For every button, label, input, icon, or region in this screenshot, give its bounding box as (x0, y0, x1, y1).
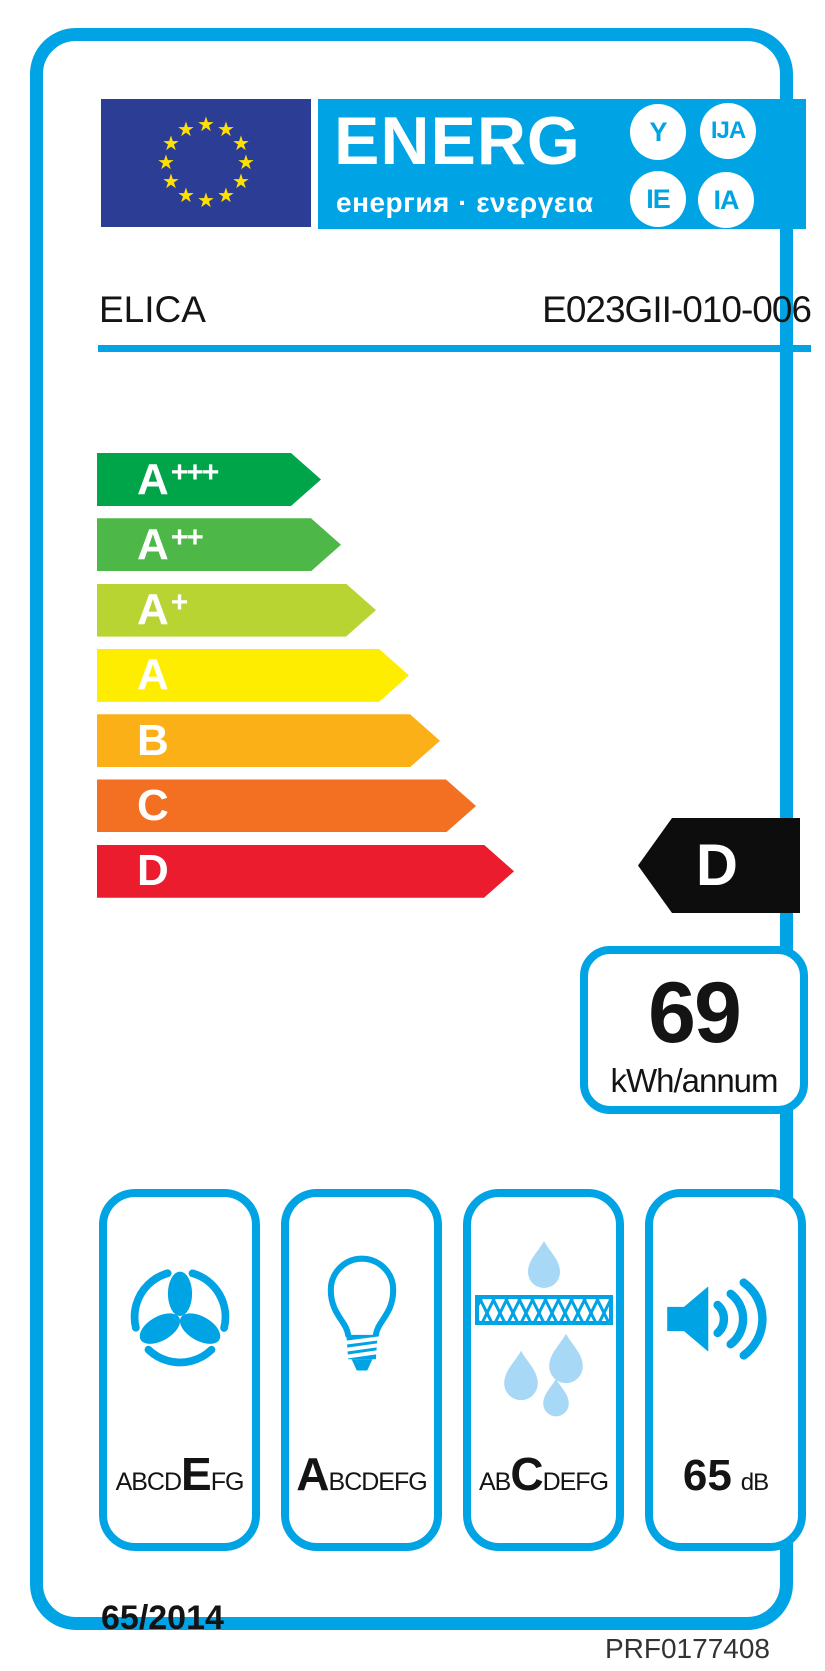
scale-arrow-a: A (97, 649, 409, 702)
suffix-bubble-ija: IJA (700, 103, 756, 159)
grade-current: E (181, 1448, 212, 1500)
fluid-grade-letters: ABCD E FG (107, 1447, 252, 1501)
lighting-efficiency-box: A BCDEFG (281, 1189, 442, 1551)
grade-current: A (296, 1448, 329, 1500)
annual-energy-box: 69 kWh/annum (580, 946, 808, 1114)
scale-letter: A (137, 519, 169, 569)
noise-level-box: 65 dB (645, 1189, 806, 1551)
eu-star-icon: ★ (232, 133, 250, 155)
reference-code: PRF0177408 (604, 1633, 770, 1664)
eu-flag: ★ ★ ★ ★ ★ ★ ★ ★ ★ ★ ★ ★ (101, 99, 311, 227)
scale-letter: A (137, 650, 169, 700)
scale-arrow-a-plus2: A ++ (97, 518, 341, 571)
rating-grade: D (696, 833, 738, 898)
fluid-efficiency-box: ABCD E FG (99, 1189, 260, 1551)
grade-pre: ABCD (115, 1468, 182, 1496)
grade-post: DEFG (542, 1468, 609, 1496)
eu-star-icon: ★ (162, 171, 180, 193)
grease-grade-letters: AB C DEFG (471, 1447, 616, 1501)
eu-star-icon: ★ (177, 119, 195, 141)
grease-filter-box: AB C DEFG (463, 1189, 624, 1551)
model-number: E023GII-010-006 (542, 289, 812, 330)
energ-logo: ENERG енергия · ενεργεια Y IJA IE IA (318, 99, 806, 229)
scale-arrow-b: B (97, 714, 440, 767)
eu-star-icon: ★ (162, 133, 180, 155)
scale-arrow-a-plus3: A +++ (97, 453, 321, 506)
eu-star-icon: ★ (232, 171, 250, 193)
energ-logo-word: ENERG (334, 103, 581, 179)
scale-plus: +++ (170, 455, 218, 489)
scale-arrow-d: D (97, 845, 514, 898)
noise-unit: dB (740, 1469, 769, 1496)
scale-letter: B (137, 715, 169, 765)
scale-arrow-a-plus1: A + (97, 584, 376, 637)
label-border: ★ ★ ★ ★ ★ ★ ★ ★ ★ ★ ★ ★ ENERG енергия · ενεργεια Y … (30, 28, 812, 1637)
grade-pre: AB (478, 1468, 511, 1496)
eu-star-icon: ★ (197, 190, 215, 212)
divider-line (98, 345, 811, 352)
scale-letter: A (137, 454, 169, 504)
scale-letter: A (137, 585, 169, 635)
eu-star-icon: ★ (157, 152, 175, 174)
annual-energy-unit: kWh/annum (610, 1062, 778, 1099)
scale-letter: D (137, 846, 169, 896)
eu-star-icon: ★ (177, 185, 195, 207)
scale-plus: + (170, 586, 187, 620)
grade-current: C (510, 1448, 543, 1500)
eu-star-icon: ★ (217, 185, 235, 207)
energ-logo-subtitle: енергия · ενεργεια (336, 187, 594, 218)
grade-post: FG (210, 1468, 245, 1496)
suffix-bubble-ia: IA (698, 172, 754, 228)
scale-letter: C (137, 780, 169, 830)
eu-star-icon: ★ (237, 152, 255, 174)
bulb-icon (327, 1255, 396, 1371)
regulation-number: 65/2014 (101, 1599, 224, 1637)
noise-value-row: 65 dB (653, 1451, 798, 1501)
lighting-grade-letters: A BCDEFG (289, 1447, 434, 1501)
annual-energy-value: 69 (648, 965, 742, 1061)
eu-star-icon: ★ (197, 114, 215, 136)
eu-star-icon: ★ (217, 119, 235, 141)
noise-icon (666, 1278, 767, 1360)
brand-name: ELICA (99, 289, 206, 330)
noise-value: 65 (682, 1451, 732, 1500)
scale-plus: ++ (170, 520, 202, 554)
grade-post: BCDEFG (328, 1468, 428, 1496)
scale-arrow-c: C (97, 779, 476, 832)
suffix-bubble-ie: IE (630, 171, 686, 227)
rating-arrow: D (638, 818, 800, 913)
brand-row: ELICA E023GII-010-006 (99, 289, 812, 331)
efficiency-scale: A +++ A ++ A + A B C D (97, 453, 557, 910)
suffix-bubble-y: Y (630, 104, 686, 160)
grease-filter-icon (474, 1241, 613, 1417)
fan-icon (130, 1267, 229, 1367)
